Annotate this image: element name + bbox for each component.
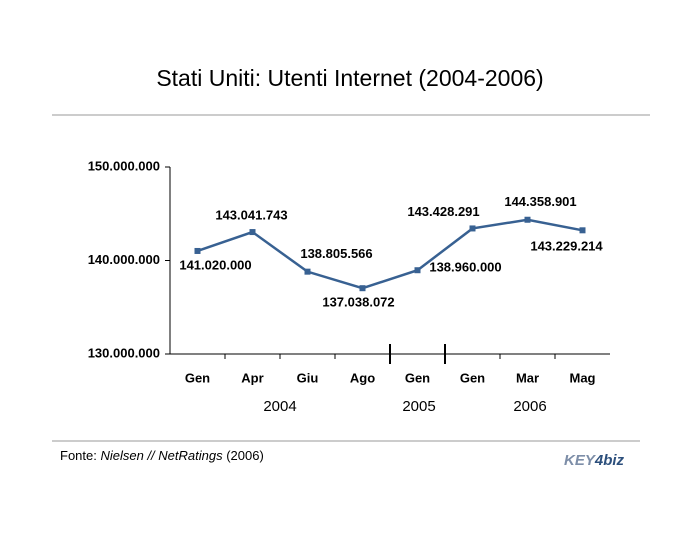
source-suffix: (2006) [223, 448, 264, 463]
year-label: 2006 [513, 398, 546, 415]
point [579, 227, 586, 234]
logo-part: biz [603, 452, 624, 469]
source-note: Fonte: Nielsen // NetRatings (2006) [60, 448, 264, 463]
value-label: 137.038.072 [322, 295, 394, 310]
point [304, 268, 311, 275]
x-tick-label: Mag [570, 370, 596, 385]
x-tick-label: Gen [405, 370, 430, 385]
x-tick-label: Gen [185, 370, 210, 385]
value-label: 143.041.743 [215, 207, 287, 222]
point [414, 267, 421, 274]
value-label: 144.358.901 [504, 194, 576, 209]
point [194, 247, 201, 254]
value-label: 138.805.566 [300, 246, 372, 261]
y-tick-label: 130.000.000 [88, 345, 160, 360]
year-label: 2005 [402, 398, 435, 415]
logo: KEY4biz [564, 452, 625, 469]
y-tick-label: 150.000.000 [88, 158, 160, 173]
point [249, 229, 256, 236]
y-tick-label: 140.000.000 [88, 252, 160, 267]
x-tick-label: Apr [241, 370, 263, 385]
source-prefix: Fonte: [60, 448, 100, 463]
x-tick-label: Giu [297, 370, 319, 385]
point [469, 225, 476, 232]
x-tick-label: Mar [516, 370, 539, 385]
series-line [197, 218, 583, 290]
logo-part: 4 [594, 452, 604, 469]
source-name: Nielsen // NetRatings [100, 448, 223, 463]
value-label: 138.960.000 [429, 260, 501, 275]
value-label: 143.229.214 [530, 239, 603, 254]
logo-part: KEY [564, 452, 597, 469]
value-label: 143.428.291 [407, 204, 479, 219]
value-label: 141.020.000 [179, 257, 251, 272]
point [359, 285, 366, 292]
chart-title: Stati Uniti: Utenti Internet (2004-2006) [156, 65, 543, 91]
x-tick-label: Gen [460, 370, 485, 385]
year-label: 2004 [263, 398, 296, 415]
point [524, 216, 531, 223]
x-tick-label: Ago [350, 370, 375, 385]
